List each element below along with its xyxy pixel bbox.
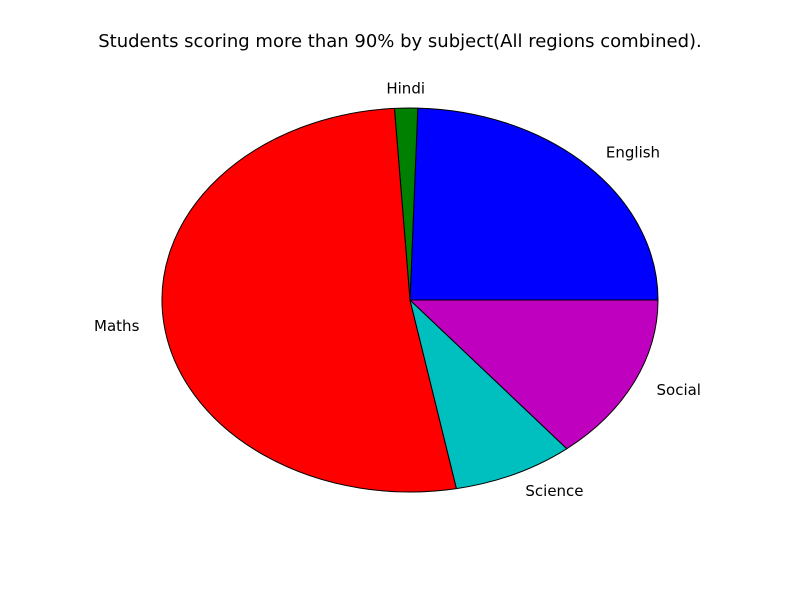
pie-label-science: Science	[525, 482, 583, 500]
pie-label-hindi: Hindi	[386, 79, 425, 97]
chart-title: Students scoring more than 90% by subjec…	[98, 31, 702, 52]
pie-label-maths: Maths	[94, 317, 140, 335]
pie-label-english: English	[606, 144, 660, 162]
pie-slice-science	[409, 299, 568, 490]
pie-slice-social	[409, 299, 659, 450]
pie-slice-maths	[161, 107, 457, 493]
pie-labels: English Hindi Maths Science Social	[94, 79, 701, 500]
pie-label-social: Social	[657, 381, 701, 399]
pie-slices	[161, 107, 659, 493]
pie-slice-english	[409, 107, 659, 301]
